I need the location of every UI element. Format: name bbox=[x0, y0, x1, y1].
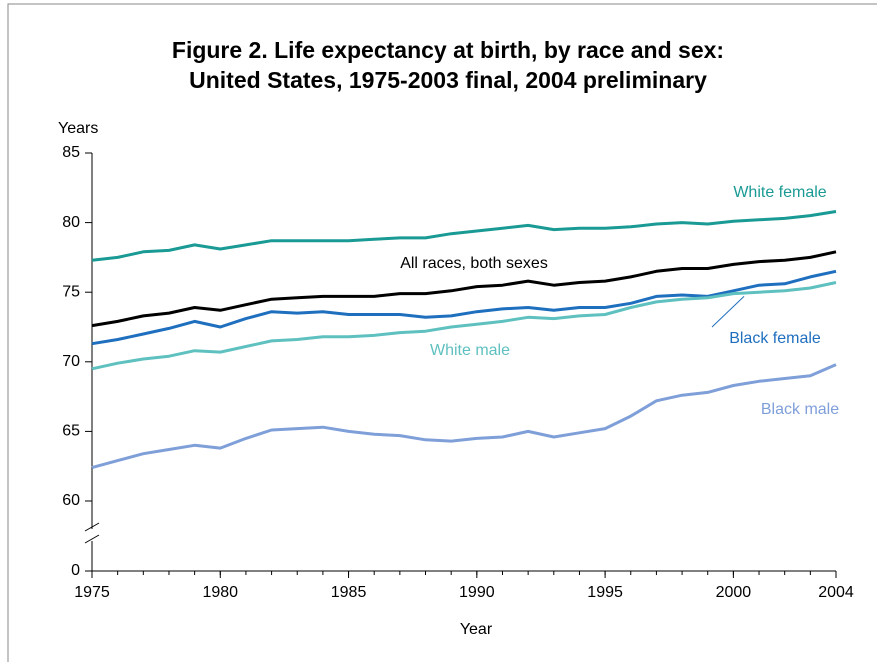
series-label: Black female bbox=[729, 330, 821, 347]
x-tick-label: 1990 bbox=[459, 584, 495, 601]
x-axis-label: Year bbox=[460, 621, 493, 638]
frame bbox=[7, 3, 877, 662]
y-tick-label: 80 bbox=[62, 214, 80, 231]
y-tick-label: 0 bbox=[71, 562, 80, 579]
axis-break bbox=[84, 534, 100, 544]
x-tick-label: 1995 bbox=[587, 584, 623, 601]
x-tick-label: 2000 bbox=[716, 584, 752, 601]
chart-title: United States, 1975-2003 final, 2004 pre… bbox=[189, 67, 707, 93]
x-tick-label: 2004 bbox=[818, 584, 854, 601]
axis-break bbox=[84, 522, 100, 532]
y-axis-label: Years bbox=[58, 120, 98, 137]
series-label: Black male bbox=[761, 401, 839, 418]
y-tick-label: 70 bbox=[62, 353, 80, 370]
chart-title: Figure 2. Life expectancy at birth, by r… bbox=[172, 37, 724, 63]
series-line bbox=[91, 250, 837, 328]
series-line bbox=[91, 269, 837, 346]
y-tick-label: 60 bbox=[62, 492, 80, 509]
y-tick-label: 85 bbox=[62, 144, 80, 161]
y-tick-label: 65 bbox=[62, 423, 80, 440]
y-tick-label: 75 bbox=[62, 283, 80, 300]
label-leader bbox=[711, 296, 745, 328]
x-tick-label: 1980 bbox=[202, 584, 238, 601]
series-label: White female bbox=[733, 184, 826, 201]
series-label: White male bbox=[430, 342, 510, 359]
series-label: All races, both sexes bbox=[400, 255, 548, 272]
series-line bbox=[91, 281, 837, 371]
series-line bbox=[91, 363, 837, 470]
x-tick-label: 1975 bbox=[74, 584, 110, 601]
x-tick-label: 1985 bbox=[331, 584, 367, 601]
series-line bbox=[91, 210, 837, 262]
